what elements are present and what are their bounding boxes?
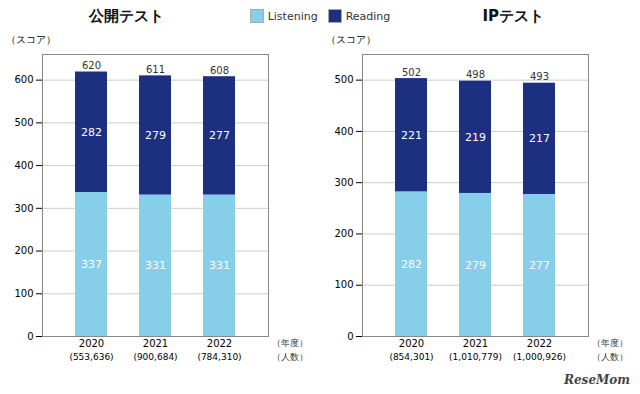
svg-text:400: 400 xyxy=(334,126,353,137)
svg-text:（人数）: （人数） xyxy=(592,352,628,362)
html-text:ReseMom: ReseMom xyxy=(564,373,630,387)
svg-text:（スコア）: （スコア） xyxy=(6,34,56,45)
svg-text:0: 0 xyxy=(347,331,353,342)
svg-text:0: 0 xyxy=(27,331,33,342)
svg-text:2022: 2022 xyxy=(207,338,232,349)
svg-text:200: 200 xyxy=(14,245,33,256)
svg-text:279: 279 xyxy=(465,258,486,271)
svg-text:498: 498 xyxy=(466,69,485,80)
svg-text:(553,636): (553,636) xyxy=(69,352,113,362)
svg-text:(784,310): (784,310) xyxy=(197,352,241,362)
svg-text:（年度）: （年度） xyxy=(272,338,308,348)
svg-text:502: 502 xyxy=(402,67,421,78)
html-text:公開テスト: 公開テスト xyxy=(89,6,165,25)
svg-text:400: 400 xyxy=(14,160,33,171)
svg-text:(1,010,779): (1,010,779) xyxy=(449,352,502,362)
svg-text:277: 277 xyxy=(209,129,230,142)
svg-text:493: 493 xyxy=(530,71,549,82)
svg-text:(854,301): (854,301) xyxy=(389,352,433,362)
svg-text:217: 217 xyxy=(529,132,550,145)
svg-text:100: 100 xyxy=(334,279,353,290)
svg-text:2020: 2020 xyxy=(399,338,424,349)
svg-text:500: 500 xyxy=(14,117,33,128)
html-text:Reading: Reading xyxy=(345,9,391,23)
html-text:IPテスト: IPテスト xyxy=(482,6,544,25)
svg-text:2021: 2021 xyxy=(143,338,168,349)
svg-text:277: 277 xyxy=(529,259,550,272)
svg-text:(900,684): (900,684) xyxy=(133,352,177,362)
html-text:Listening: Listening xyxy=(267,9,318,23)
svg-text:282: 282 xyxy=(401,258,422,271)
svg-text:（年度）: （年度） xyxy=(592,338,628,348)
svg-text:219: 219 xyxy=(465,131,486,144)
svg-text:(1,000,926): (1,000,926) xyxy=(513,352,566,362)
svg-text:2021: 2021 xyxy=(463,338,488,349)
svg-text:100: 100 xyxy=(14,288,33,299)
svg-text:331: 331 xyxy=(209,259,230,272)
svg-text:2020: 2020 xyxy=(79,338,104,349)
svg-text:279: 279 xyxy=(145,129,166,142)
svg-text:200: 200 xyxy=(334,228,353,239)
svg-text:（人数）: （人数） xyxy=(272,352,308,362)
svg-text:282: 282 xyxy=(81,126,102,139)
svg-text:620: 620 xyxy=(82,60,101,71)
svg-text:300: 300 xyxy=(14,203,33,214)
svg-text:331: 331 xyxy=(145,259,166,272)
svg-text:600: 600 xyxy=(14,74,33,85)
svg-text:（スコア）: （スコア） xyxy=(326,34,376,45)
svg-text:611: 611 xyxy=(146,64,165,75)
svg-text:337: 337 xyxy=(81,258,102,271)
svg-text:500: 500 xyxy=(334,74,353,85)
svg-text:608: 608 xyxy=(210,65,229,76)
svg-text:221: 221 xyxy=(401,129,422,142)
svg-text:2022: 2022 xyxy=(527,338,552,349)
svg-text:300: 300 xyxy=(334,177,353,188)
